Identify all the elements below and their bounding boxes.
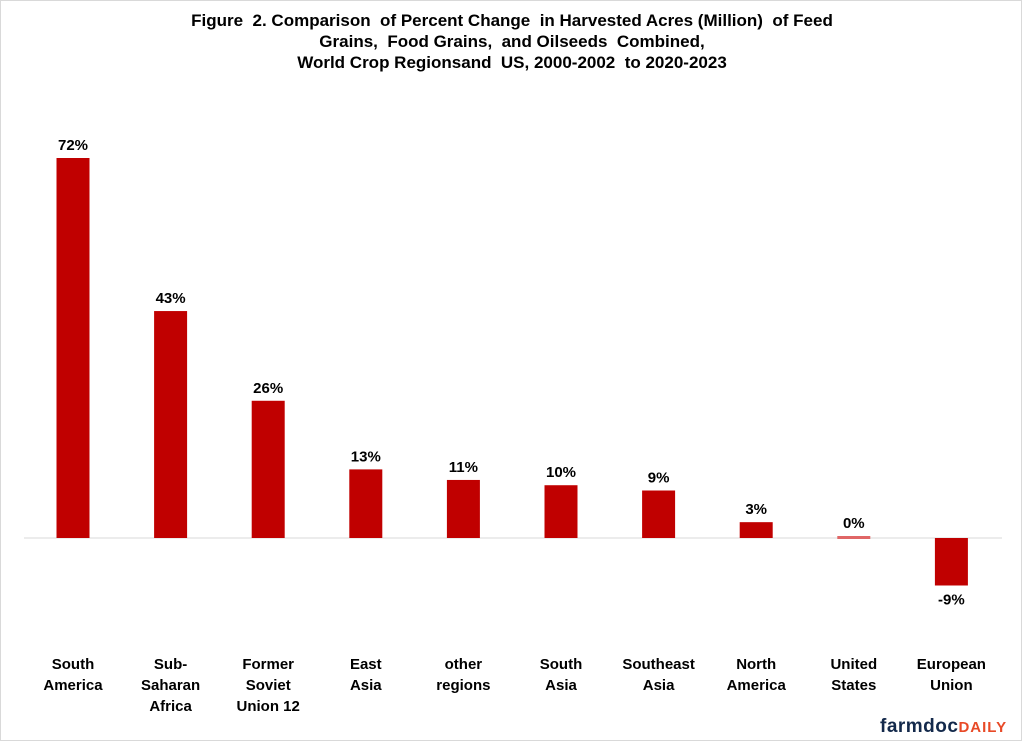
data-label: -9% xyxy=(938,592,965,609)
category-label-line: Asia xyxy=(350,677,382,694)
bar xyxy=(251,400,285,538)
bar xyxy=(544,485,578,538)
category-label: European Union xyxy=(917,656,986,694)
category-label-line: America xyxy=(727,677,787,694)
data-label: 43% xyxy=(156,290,186,307)
title-line-3: World Crop Regionsand US, 2000-2002 to 2… xyxy=(297,53,727,72)
bar xyxy=(349,469,383,538)
bar xyxy=(739,522,773,538)
category-label: North America xyxy=(727,656,787,694)
category-label-line: Africa xyxy=(149,698,192,715)
chart-title: Figure 2. Comparison of Percent Change i… xyxy=(0,10,1024,73)
category-label-line: Union xyxy=(930,677,973,694)
category-label-line: Soviet xyxy=(246,677,291,694)
category-label-line: Asia xyxy=(643,677,675,694)
category-label-line: South xyxy=(52,656,95,673)
category-label-line: North xyxy=(736,656,776,673)
data-label: 72% xyxy=(58,137,88,154)
category-label-line: European xyxy=(917,656,986,673)
category-label: Sub- Saharan Africa xyxy=(141,656,200,715)
category-label: Former Soviet Union 12 xyxy=(237,656,300,715)
category-label-line: South xyxy=(540,656,583,673)
category-label: Southeast Asia xyxy=(622,656,695,694)
farmdoc-daily-logo: farmdocDAILY xyxy=(880,716,1007,738)
category-label: South America xyxy=(43,656,103,694)
bar xyxy=(837,536,871,539)
brand-part-2: DAILY xyxy=(958,719,1008,736)
data-label: 3% xyxy=(745,501,767,518)
category-label-line: Southeast xyxy=(622,656,695,673)
category-label-line: other xyxy=(445,656,483,673)
category-label-line: Saharan xyxy=(141,677,200,694)
title-line-2: Grains, Food Grains, and Oilseeds Combin… xyxy=(319,32,705,51)
bar xyxy=(154,311,188,538)
data-label: 11% xyxy=(449,459,478,476)
category-label-line: Former xyxy=(242,656,294,673)
category-label: United States xyxy=(830,656,877,694)
bar xyxy=(446,479,480,538)
category-label: East Asia xyxy=(350,656,382,694)
data-label: 13% xyxy=(351,448,381,465)
category-label-line: Sub- xyxy=(154,656,187,673)
category-label: other regions xyxy=(436,656,490,694)
category-label-line: Union 12 xyxy=(237,698,300,715)
category-label-line: America xyxy=(43,677,103,694)
category-label-line: East xyxy=(350,656,382,673)
category-label-line: States xyxy=(831,677,876,694)
data-label: 0% xyxy=(843,515,865,532)
category-label-line: Asia xyxy=(545,677,577,694)
bar xyxy=(934,538,968,586)
data-label: 10% xyxy=(546,464,576,481)
bar xyxy=(642,490,676,538)
data-label: 26% xyxy=(253,380,283,397)
category-label-line: regions xyxy=(436,677,490,694)
brand-part-1: farmdoc xyxy=(880,716,959,737)
category-label-line: United xyxy=(830,656,877,673)
data-label: 9% xyxy=(648,470,670,487)
title-line-1: Figure 2. Comparison of Percent Change i… xyxy=(191,11,833,30)
category-label: South Asia xyxy=(540,656,583,694)
bar xyxy=(56,158,90,538)
